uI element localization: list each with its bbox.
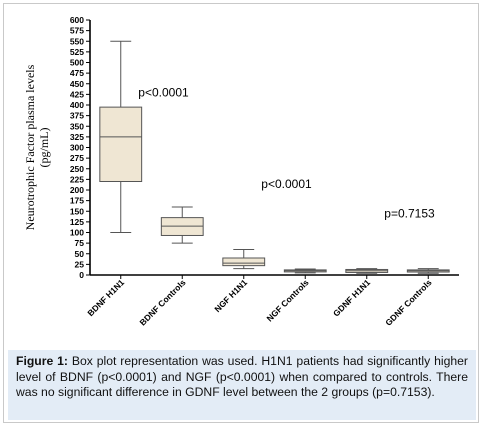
figure-caption: Figure 1: Box plot representation was us… [8, 350, 476, 420]
y-tick-label: 200 [70, 185, 84, 195]
y-tick-label: 125 [70, 217, 84, 227]
p-value-annotation: p=0.7153 [384, 207, 435, 221]
y-tick-label: 500 [70, 58, 84, 68]
y-tick-label: 400 [70, 100, 84, 110]
y-tick-label: 325 [70, 132, 84, 142]
y-tick-label: 300 [70, 143, 84, 153]
y-tick-label: 475 [70, 68, 84, 78]
category-label: GDNF Controls [383, 277, 434, 328]
y-tick-label: 225 [70, 174, 84, 184]
y-axis-title: Neurotrophic Factor plasma levels(pg/mL) [23, 64, 51, 230]
y-tick-label: 250 [70, 164, 84, 174]
y-tick-label: 375 [70, 111, 84, 121]
y-tick-label: 275 [70, 153, 84, 163]
y-tick-label: 450 [70, 79, 84, 89]
category-label: NGF H1N1 [212, 277, 249, 314]
y-tick-label: 25 [75, 259, 85, 269]
figure-panel: 0 25 50 75 100 125 150 175 200 225 250 275 300 325 350… [3, 3, 479, 423]
category-label: BDNF H1N1 [85, 277, 126, 318]
y-tick-label: 75 [75, 238, 85, 248]
y-tick-label: 100 [70, 228, 84, 238]
p-value-annotation: p<0.0001 [261, 177, 312, 191]
caption-label: Figure 1: [16, 354, 68, 368]
category-label: GDNF H1N1 [331, 277, 372, 318]
box-bdnf-h1n1 [99, 106, 143, 182]
y-tick-label: 575 [70, 26, 84, 36]
category-label: NGF Controls [265, 277, 311, 323]
category-label: BDNF Controls [138, 277, 188, 327]
y-tick-label: 600 [70, 15, 84, 25]
y-tick-label: 175 [70, 196, 84, 206]
y-tick-label: 0 [79, 270, 84, 280]
y-tick-label: 150 [70, 206, 84, 216]
y-tick-label: 425 [70, 89, 84, 99]
y-tick-label: 50 [75, 249, 85, 259]
box-ngf-h1n1 [222, 257, 266, 267]
box-plot: 0255075100125150175200225250275300325350… [23, 15, 459, 328]
caption-text: Box plot representation was used. H1N1 p… [16, 354, 468, 399]
y-tick-label: 525 [70, 47, 84, 57]
y-tick-label: 550 [70, 36, 84, 46]
p-value-annotation: p<0.0001 [138, 86, 189, 100]
y-tick-label: 350 [70, 121, 84, 131]
